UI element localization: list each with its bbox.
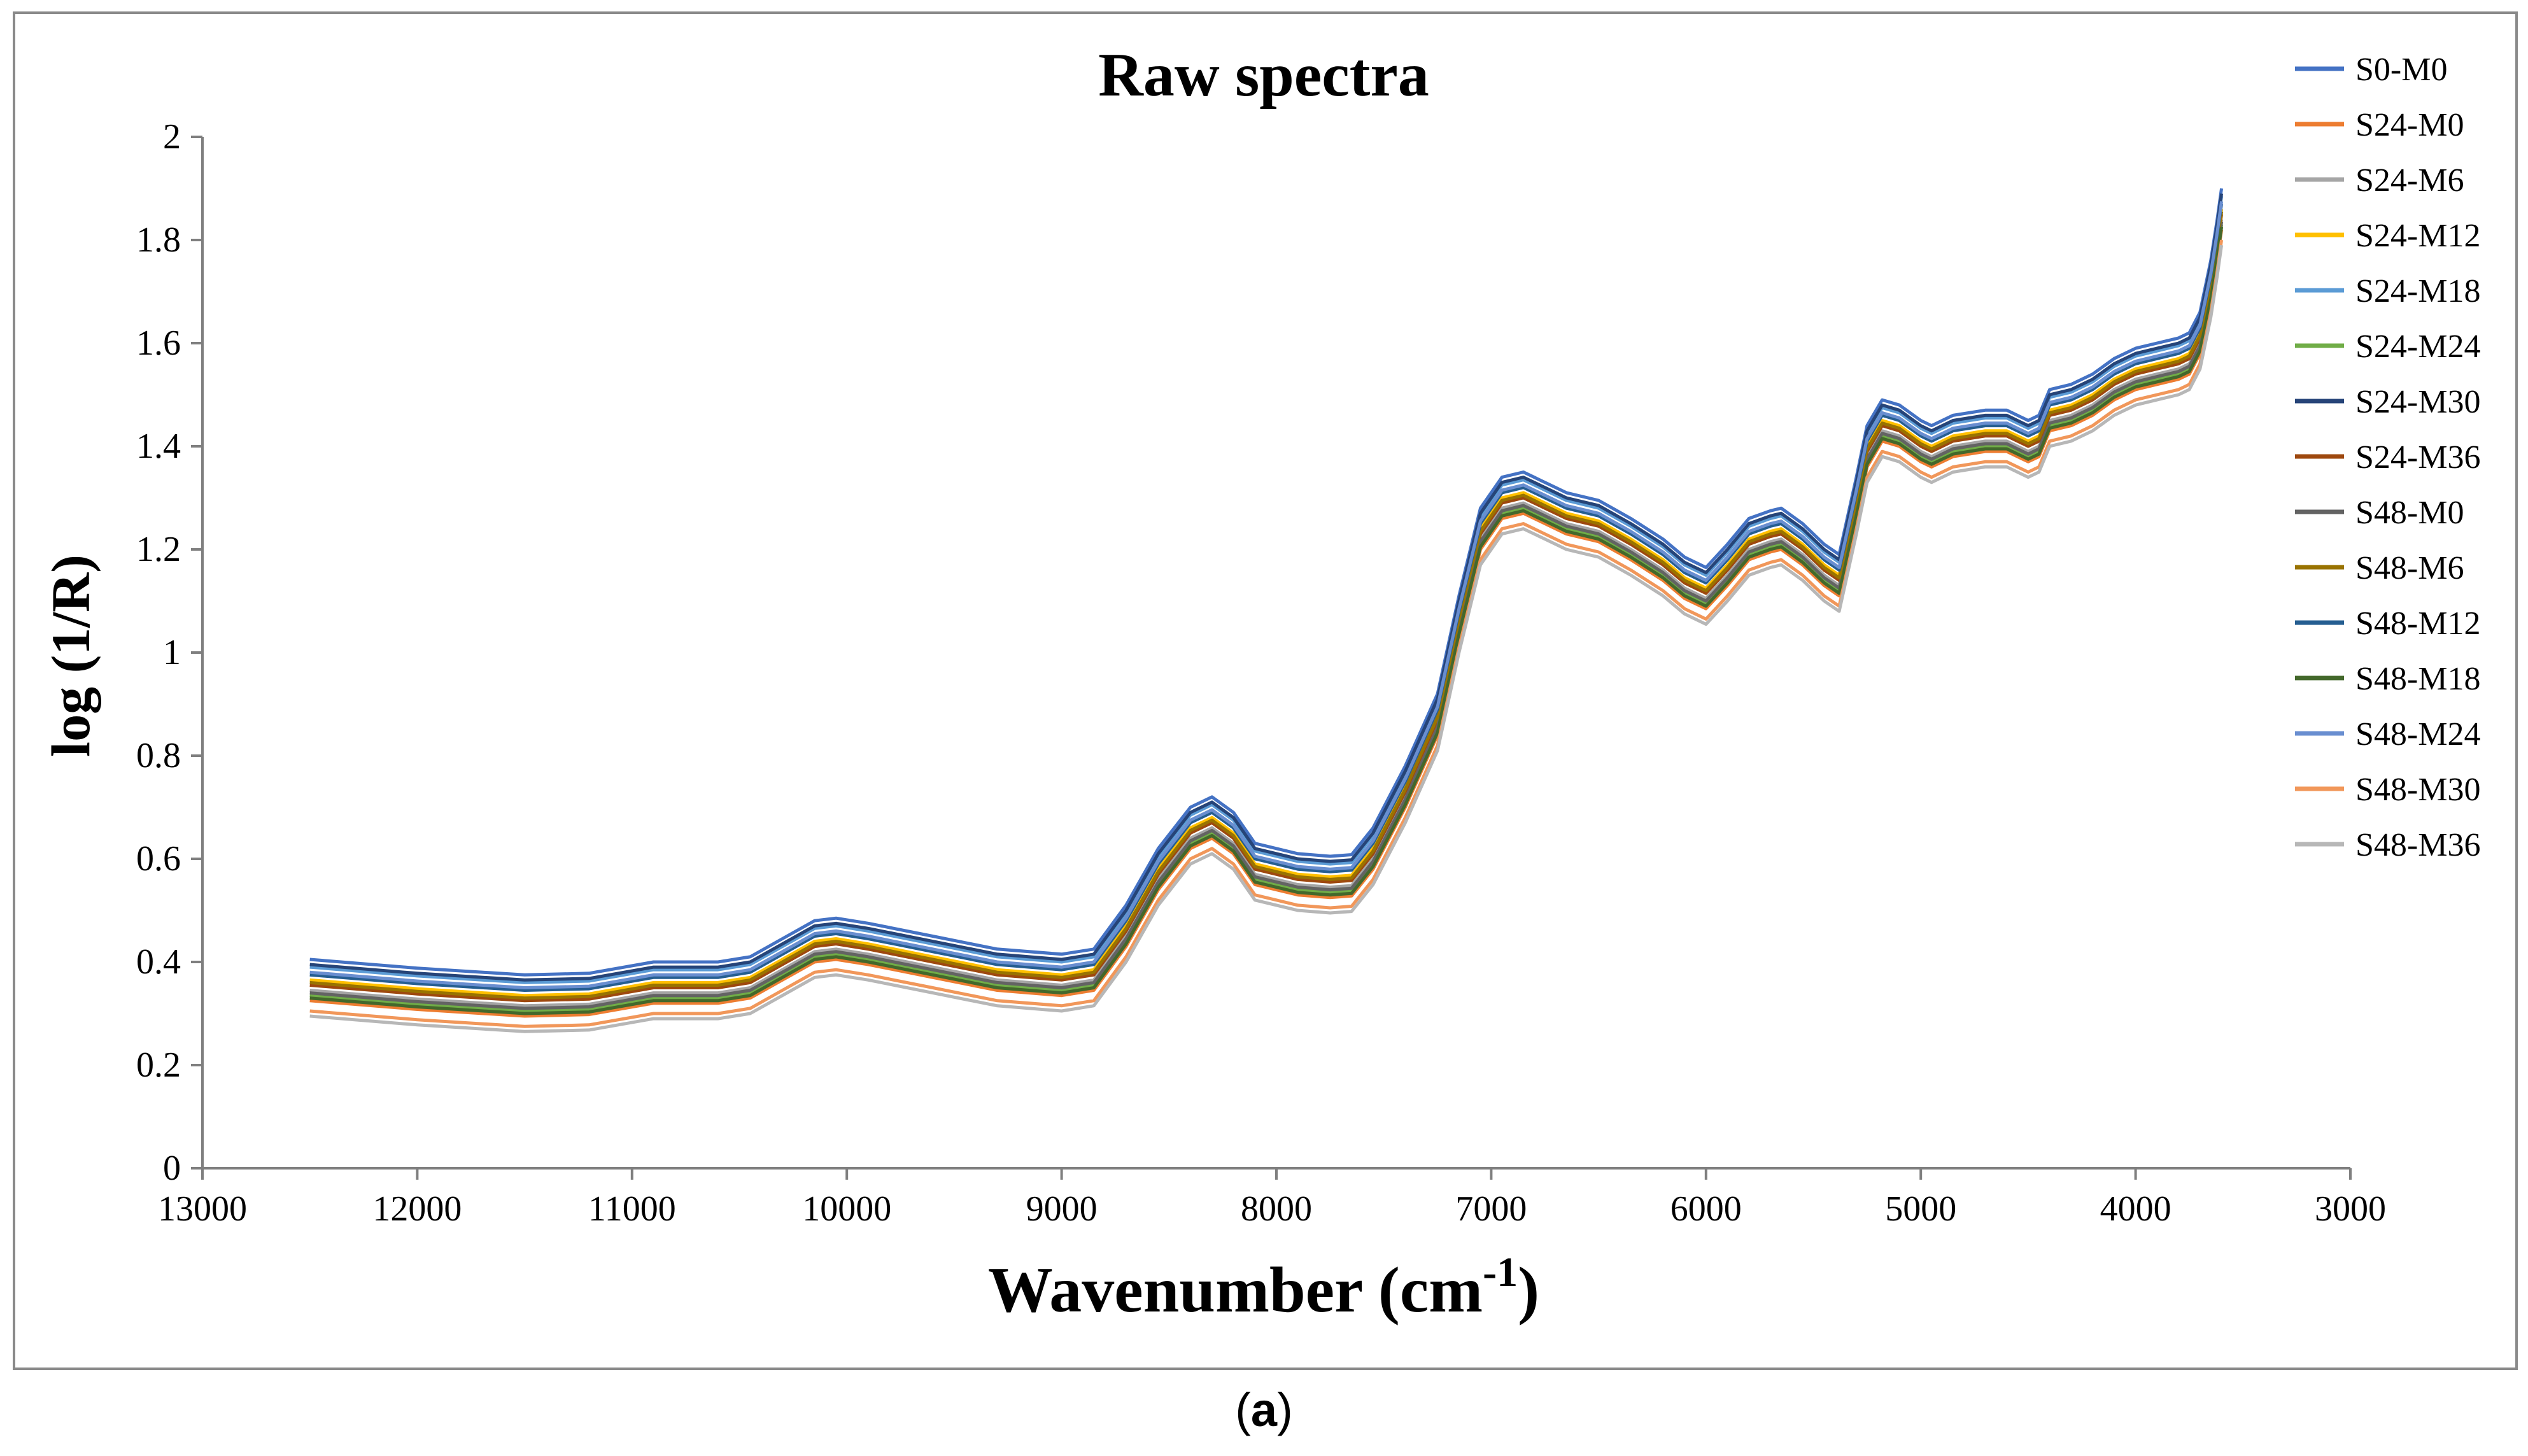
series-line-s48-m0 [309, 222, 2224, 1010]
x-tick-label: 9000 [1026, 1189, 1098, 1229]
legend-label: S24-M24 [2355, 329, 2480, 365]
legend-label: S24-M12 [2355, 218, 2480, 254]
series-line-s48-m6 [309, 211, 2224, 1000]
x-tick-label: 12000 [372, 1189, 462, 1229]
legend-label: S48-M24 [2355, 716, 2480, 753]
series-line-s0-m0 [309, 188, 2224, 977]
series-line-s48-m18 [309, 227, 2224, 1015]
y-tick-label: 0.6 [136, 839, 181, 879]
legend-label: S48-M12 [2355, 605, 2480, 642]
y-tick-label: 1.4 [136, 427, 181, 466]
legend-label: S48-M30 [2355, 772, 2480, 808]
legend-label: S24-M30 [2355, 384, 2480, 420]
series-line-s48-m30 [309, 239, 2224, 1028]
caption-letter: a [1250, 1383, 1278, 1436]
legend-label: S24-M36 [2355, 439, 2480, 476]
legend-label: S24-M0 [2355, 107, 2464, 143]
caption-close: ) [1277, 1383, 1293, 1436]
x-axis-label-close: ) [1518, 1254, 1539, 1326]
x-axis-label: Wavenumber (cm-1) [988, 1249, 1539, 1326]
legend-label: S48-M0 [2355, 495, 2464, 531]
y-tick-label: 1.2 [136, 530, 181, 569]
legend-label: S48-M36 [2355, 827, 2480, 863]
legend-label: S48-M6 [2355, 550, 2464, 586]
series-line-s24-m18 [309, 195, 2224, 984]
x-axis-label-main: Wavenumber (cm [988, 1254, 1483, 1326]
series-line-s48-m36 [309, 244, 2224, 1033]
y-tick-label: 1 [163, 633, 181, 672]
axes-layer: 0 0.2 0.4 0.6 0.8 1 1.2 1.4 1.6 1.8 2 13000 12000 110… [136, 117, 2386, 1229]
legend-label: S24-M18 [2355, 273, 2480, 309]
y-axis-label: log (1/R) [40, 555, 101, 757]
series-layer [309, 188, 2224, 1033]
x-tick-label: 11000 [588, 1189, 676, 1229]
y-tick-label: 0.4 [136, 942, 181, 982]
y-tick-label: 0.8 [136, 736, 181, 775]
x-tick-label: 6000 [1670, 1189, 1742, 1229]
x-tick-label: 7000 [1455, 1189, 1527, 1229]
x-axis-label-superscript: -1 [1483, 1249, 1518, 1296]
x-tick-label: 4000 [2100, 1189, 2171, 1229]
y-tick-label: 1.6 [136, 323, 181, 363]
caption-open: ( [1235, 1383, 1251, 1436]
y-tick-label: 0 [163, 1149, 181, 1188]
series-line-s24-m24 [309, 224, 2224, 1013]
chart-title: Raw spectra [1098, 41, 1429, 110]
x-tick-label: 3000 [2315, 1189, 2386, 1229]
legend: S0-M0 S24-M0 S24-M6 S24-M12 S24-M18 S24-M24 S2… [2295, 52, 2480, 863]
legend-label: S48-M18 [2355, 661, 2480, 697]
y-tick-label: 0.2 [136, 1045, 181, 1085]
legend-label: S0-M0 [2355, 52, 2447, 88]
x-tick-label: 5000 [1885, 1189, 1956, 1229]
series-line-s48-m24 [309, 201, 2224, 989]
figure-frame [13, 11, 2518, 1370]
legend-label: S24-M6 [2355, 162, 2464, 199]
y-tick-label: 1.8 [136, 220, 181, 260]
x-tick-label: 10000 [802, 1189, 891, 1229]
y-tick-label: 2 [163, 117, 181, 157]
series-line-s24-m30 [309, 193, 2224, 982]
figure-caption: (a) [0, 1383, 2528, 1437]
x-tick-label: 13000 [158, 1189, 247, 1229]
x-tick-label: 8000 [1241, 1189, 1312, 1229]
